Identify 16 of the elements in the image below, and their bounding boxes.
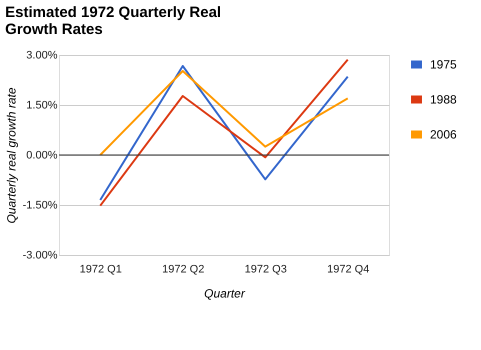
legend-label: 1975	[430, 58, 458, 72]
x-axis-title: Quarter	[204, 286, 246, 300]
y-tick-label: 3.00%	[26, 50, 58, 62]
y-tick-label: 0.00%	[26, 150, 58, 162]
legend-label: 1988	[430, 92, 458, 106]
y-axis-title: Quarterly real growth rate	[4, 87, 19, 224]
x-tick-label: 1972 Q4	[327, 264, 370, 276]
line-series	[99, 70, 349, 156]
y-tick-label: -3.00%	[22, 250, 58, 262]
x-tick-label: 1972 Q2	[162, 264, 204, 276]
legend-label: 2006	[430, 128, 458, 142]
x-tick-label: 1972 Q1	[80, 264, 122, 276]
x-tick-label: 1972 Q3	[244, 264, 287, 276]
y-tick-label: -1.50%	[22, 200, 58, 212]
y-tick-label: 1.50%	[26, 100, 58, 112]
chart-title: Estimated 1972 Quarterly Real Growth Rates	[5, 4, 222, 38]
